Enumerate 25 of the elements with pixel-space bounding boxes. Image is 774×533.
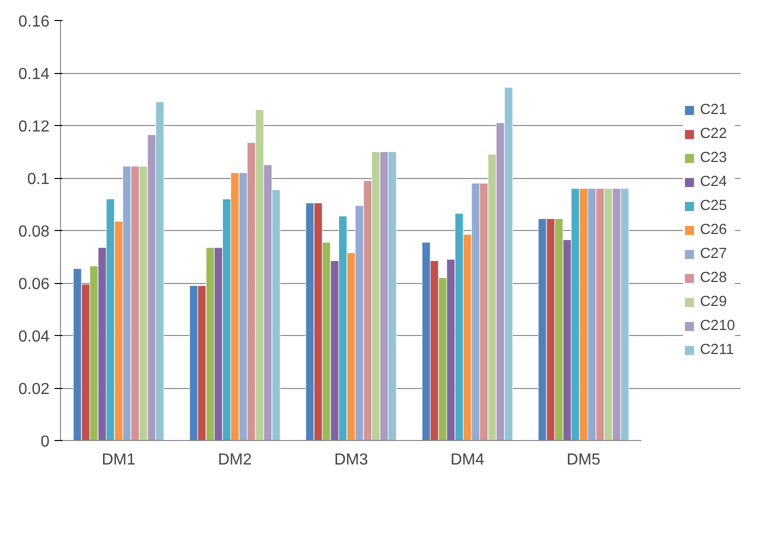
y-tick-label: 0: [40, 434, 50, 450]
legend-label: C28: [700, 270, 727, 286]
legend-label: C24: [700, 174, 727, 190]
legend-label: C22: [700, 126, 727, 142]
x-tick-label: DM4: [450, 452, 484, 468]
legend-label: C29: [700, 294, 727, 310]
x-tick-label: DM1: [102, 452, 136, 468]
legend-label: C210: [700, 318, 735, 334]
y-tick-label: 0.14: [18, 66, 50, 83]
legend-label: C21: [700, 102, 727, 118]
y-tick-label: 0.02: [18, 381, 50, 398]
y-tick-label: 0.06: [18, 276, 50, 293]
y-tick-label: 0.1: [27, 171, 50, 188]
x-tick-label: DM3: [334, 452, 368, 468]
legend-label: C23: [700, 150, 727, 166]
y-tick-label: 0.16: [18, 14, 50, 30]
y-tick-label: 0.12: [18, 118, 50, 136]
x-tick-label: DM5: [566, 452, 601, 468]
legend-label: C27: [700, 246, 727, 262]
legend-label: C211: [700, 342, 734, 358]
legend-label: C26: [700, 222, 727, 238]
x-tick-label: DM2: [218, 452, 252, 468]
y-tick-label: 0.04: [18, 328, 50, 346]
legend-label: C25: [700, 198, 727, 214]
y-tick-label: 0.08: [18, 224, 50, 240]
